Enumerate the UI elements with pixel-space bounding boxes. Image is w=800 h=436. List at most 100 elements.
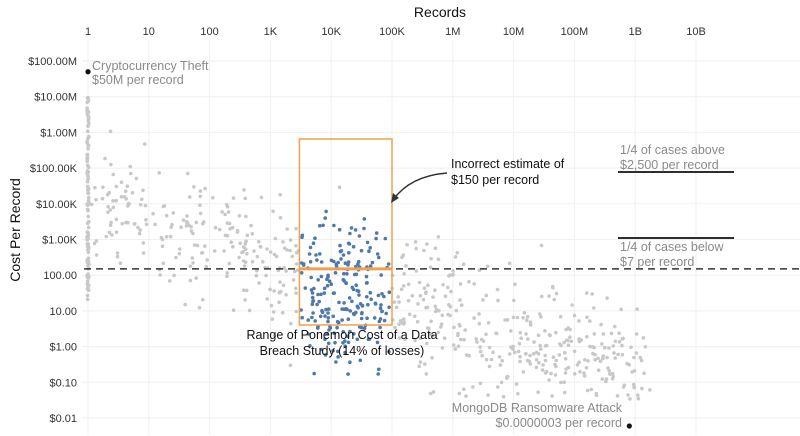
- gray-point: [89, 202, 94, 207]
- gray-point: [425, 326, 430, 330]
- gray-point: [524, 352, 528, 356]
- blue-point: [323, 337, 327, 342]
- gray-point: [613, 339, 618, 344]
- gray-point: [192, 243, 197, 247]
- blue-point: [327, 328, 331, 332]
- gray-point: [634, 351, 639, 355]
- gray-point: [585, 315, 589, 320]
- gray-point: [615, 394, 620, 398]
- gray-point: [222, 249, 226, 253]
- gray-point: [114, 184, 119, 189]
- gray-point: [425, 242, 429, 246]
- gray-point: [119, 180, 124, 184]
- gray-point: [525, 314, 530, 319]
- gray-point: [549, 371, 553, 376]
- gray-point: [531, 352, 536, 356]
- blue-point: [334, 360, 338, 364]
- gray-point: [532, 340, 536, 344]
- blue-point: [349, 226, 354, 230]
- blue-point: [318, 252, 322, 256]
- blue-point: [326, 319, 330, 324]
- gray-point: [212, 249, 217, 253]
- gray-point: [543, 329, 547, 333]
- gray-point: [294, 291, 298, 295]
- gray-point: [227, 261, 232, 266]
- gray-point: [434, 309, 438, 314]
- gray-point: [537, 361, 541, 365]
- blue-point: [310, 291, 315, 295]
- gray-point: [294, 244, 298, 248]
- gray-point: [625, 361, 629, 366]
- gray-point: [509, 329, 513, 333]
- y-tick-label: $100.00M: [28, 56, 77, 68]
- gray-point: [115, 254, 120, 259]
- gray-point: [503, 318, 507, 322]
- y-tick-label: 10.00: [49, 306, 77, 318]
- gray-point: [281, 240, 285, 244]
- gray-point: [461, 262, 466, 267]
- y-tick-label: $1.00K: [42, 235, 78, 247]
- gray-point: [455, 251, 460, 255]
- gray-point: [428, 391, 433, 396]
- blue-point: [378, 325, 382, 330]
- gray-point: [478, 381, 483, 386]
- gray-point: [413, 240, 418, 244]
- gray-point: [417, 364, 422, 369]
- x-tick-label: 10: [143, 26, 155, 38]
- gray-point: [485, 264, 490, 269]
- gray-point: [190, 256, 195, 260]
- gray-point: [592, 345, 596, 350]
- blue-point: [379, 303, 383, 307]
- gray-point: [244, 288, 249, 293]
- gray-point: [85, 260, 90, 265]
- gray-point: [456, 333, 460, 338]
- gray-point: [285, 227, 290, 231]
- gray-point: [397, 322, 401, 327]
- blue-point: [368, 246, 373, 250]
- gray-point: [558, 314, 563, 319]
- blue-point: [365, 240, 370, 245]
- blue-point: [370, 260, 375, 265]
- gray-point: [217, 227, 222, 232]
- gray-point: [639, 358, 644, 363]
- gray-point: [110, 233, 114, 237]
- gray-point: [440, 346, 445, 350]
- gray-point: [449, 289, 453, 294]
- gray-point: [570, 303, 574, 307]
- blue-point: [316, 292, 320, 297]
- blue-point: [351, 244, 356, 249]
- gray-point: [86, 214, 90, 219]
- blue-point: [343, 344, 348, 349]
- incorrect-estimate-arrow: [392, 172, 448, 201]
- gray-point: [521, 316, 525, 320]
- blue-point: [346, 263, 350, 267]
- gray-point: [137, 231, 142, 236]
- arrow-head: [391, 193, 399, 203]
- y-tick-label: $1.00: [49, 342, 77, 354]
- gray-point: [612, 351, 616, 355]
- gray-point: [225, 274, 229, 279]
- gray-point: [195, 243, 200, 248]
- gray-point: [284, 269, 289, 273]
- gray-point: [418, 336, 423, 341]
- gray-point: [443, 294, 448, 299]
- gray-point: [552, 297, 556, 302]
- blue-point: [311, 241, 316, 245]
- blue-point: [346, 317, 351, 322]
- gray-point: [106, 210, 110, 215]
- gray-point: [111, 199, 115, 203]
- gray-point: [85, 230, 89, 234]
- blue-point: [374, 231, 379, 235]
- gray-point: [109, 220, 113, 225]
- gray-point: [414, 246, 419, 251]
- blue-point: [351, 287, 356, 292]
- blue-point: [345, 272, 349, 276]
- gray-point: [415, 320, 420, 324]
- gray-point: [472, 316, 476, 320]
- x-tick-label: 1M: [445, 26, 460, 38]
- gray-point: [480, 353, 485, 358]
- gray-point: [291, 278, 296, 282]
- gray-point: [586, 359, 590, 363]
- gray-point: [543, 353, 547, 358]
- gray-point: [240, 250, 244, 255]
